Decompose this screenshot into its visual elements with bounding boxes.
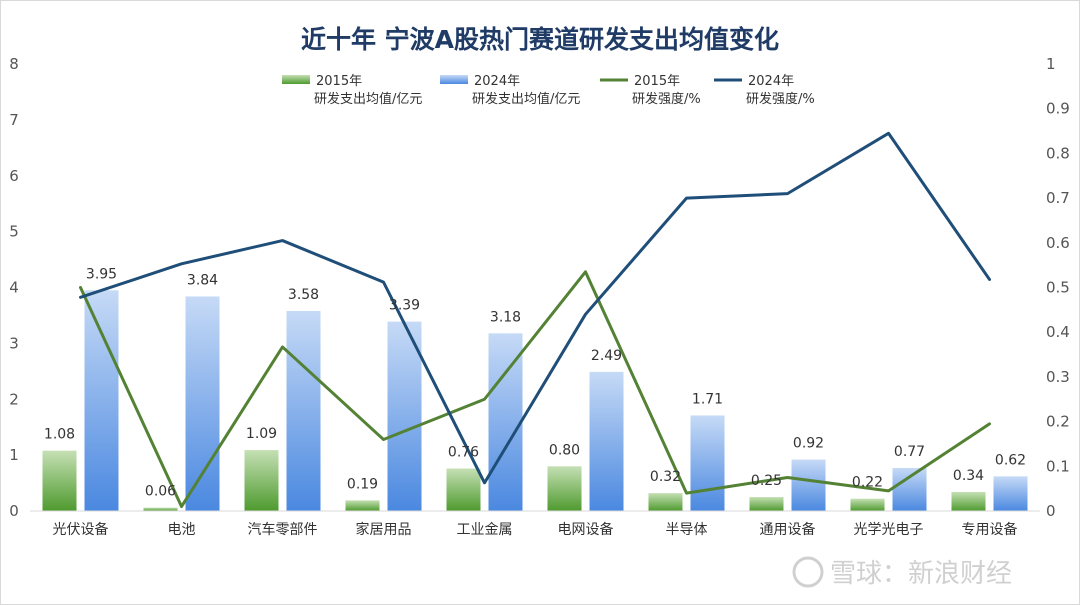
bar-series1-1[interactable]	[143, 507, 178, 511]
left-axis-tick-2: 2	[9, 390, 19, 408]
lines-layer	[79, 131, 991, 509]
bar-series1-5[interactable]	[547, 466, 582, 511]
category-label-0: 光伏设备	[53, 521, 109, 538]
bar-series2-0[interactable]	[84, 290, 119, 511]
watermark: 雪球：新浪财经	[792, 556, 1012, 589]
right-axis-tick-0: 0	[1046, 502, 1056, 520]
bar-label-series1-0: 1.08	[44, 427, 75, 443]
bar-series2-6[interactable]	[690, 415, 725, 511]
bar-label-series2-2: 3.58	[288, 287, 319, 303]
left-axis-tick-1: 1	[9, 446, 19, 464]
right-axis: 0 0.1 0.2 0.3 0.4 0.5 0.6 0.7 0.8 0.9 1	[1046, 55, 1070, 520]
line-series1[interactable]	[79, 270, 991, 509]
bar-label-series1-9: 0.34	[953, 468, 984, 484]
left-axis: 0 1 2 3 4 5 6 7 8	[9, 55, 19, 520]
left-axis-tick-8: 8	[9, 55, 19, 73]
right-axis-tick-1: 0.1	[1046, 457, 1070, 475]
category-label-9: 专用设备	[962, 521, 1018, 538]
bar-series2-9[interactable]	[993, 476, 1028, 511]
bar-label-series2-4: 3.18	[490, 309, 521, 325]
bar-labels-layer: 1.08 0.06 1.09 0.19 0.76 0.80 0.32 0.25 0.22 0.34…	[44, 266, 1026, 499]
right-axis-tick-8: 0.8	[1046, 144, 1070, 162]
bar-label-series1-8: 0.22	[852, 475, 883, 491]
bar-label-series1-1: 0.06	[145, 484, 176, 500]
bar-label-series1-7: 0.25	[751, 473, 782, 489]
left-axis-tick-3: 3	[9, 334, 19, 352]
bar-label-series2-6: 1.71	[692, 391, 723, 407]
bar-label-series2-0: 3.95	[86, 266, 117, 282]
bar-label-series2-7: 0.92	[793, 436, 824, 452]
right-axis-tick-2: 0.2	[1046, 413, 1070, 431]
bar-series1-8[interactable]	[850, 498, 885, 511]
bar-label-series1-4: 0.76	[448, 445, 479, 461]
bar-series2-1[interactable]	[185, 296, 220, 511]
right-axis-tick-5: 0.5	[1046, 279, 1070, 297]
legend-label-2-line2: 研发强度/%	[632, 91, 701, 107]
bar-label-series2-5: 2.49	[591, 348, 622, 364]
bar-label-series2-1: 3.84	[187, 272, 218, 288]
category-label-7: 通用设备	[760, 521, 816, 538]
bar-series1-9[interactable]	[951, 492, 986, 511]
bar-series1-2[interactable]	[244, 450, 279, 511]
legend-label-3-line1: 2024年	[748, 74, 794, 89]
right-axis-tick-10: 1	[1046, 55, 1056, 73]
bar-series2-7[interactable]	[791, 459, 826, 511]
right-axis-tick-6: 0.6	[1046, 234, 1070, 252]
legend-swatch-1	[440, 75, 468, 84]
left-axis-tick-4: 4	[9, 279, 19, 297]
bar-label-series2-3: 3.39	[389, 298, 420, 314]
bar-label-series1-2: 1.09	[246, 426, 277, 442]
bar-label-series2-8: 0.77	[894, 444, 925, 460]
category-label-5: 电网设备	[558, 521, 614, 538]
bar-series2-8[interactable]	[892, 467, 927, 511]
right-axis-tick-3: 0.3	[1046, 368, 1070, 386]
bar-series1-6[interactable]	[648, 493, 683, 511]
legend-label-0-line2: 研发支出均值/亿元	[314, 91, 422, 107]
bar-series1-7[interactable]	[749, 497, 784, 511]
line-series2[interactable]	[79, 131, 991, 485]
right-axis-tick-7: 0.7	[1046, 189, 1070, 207]
category-label-6: 半导体	[666, 522, 708, 538]
left-axis-tick-5: 5	[9, 223, 19, 241]
bar-label-series1-5: 0.80	[549, 442, 580, 458]
bar-series2-2[interactable]	[286, 310, 321, 511]
watermark-text: 雪球：新浪财经	[830, 559, 1012, 589]
chart-title: 近十年 宁波A股热门赛道研发支出均值变化	[301, 25, 779, 54]
legend-swatch-0	[282, 75, 310, 84]
category-label-2: 汽车零部件	[248, 521, 318, 538]
category-label-1: 电池	[168, 522, 196, 538]
legend-label-3-line2: 研发强度/%	[746, 91, 815, 107]
watermark-logo-icon	[792, 556, 824, 588]
legend-label-1-line1: 2024年	[474, 74, 520, 89]
bar-series1-4[interactable]	[446, 468, 481, 511]
left-axis-tick-0: 0	[9, 502, 19, 520]
bar-series2-4[interactable]	[488, 333, 523, 511]
right-axis-tick-4: 0.4	[1046, 323, 1070, 341]
bar-series2-5[interactable]	[589, 371, 624, 511]
left-axis-tick-6: 6	[9, 167, 19, 185]
legend-label-0-line1: 2015年	[316, 74, 362, 89]
category-label-4: 工业金属	[457, 522, 513, 538]
category-label-3: 家居用品	[356, 521, 412, 538]
bar-label-series2-9: 0.62	[995, 452, 1026, 468]
bar-label-series1-6: 0.32	[650, 469, 681, 485]
bar-series1-0[interactable]	[42, 450, 77, 511]
bar-series1-3[interactable]	[345, 500, 380, 511]
bar-series2-3[interactable]	[387, 321, 422, 511]
right-axis-tick-9: 0.9	[1046, 100, 1070, 118]
left-axis-tick-7: 7	[9, 111, 19, 129]
category-label-8: 光学光电子	[854, 522, 924, 538]
legend-label-1-line2: 研发支出均值/亿元	[472, 91, 580, 107]
bar-label-series1-3: 0.19	[347, 476, 378, 492]
category-labels: 光伏设备 电池 汽车零部件 家居用品 工业金属 电网设备 半导体 通用设备 光学光电子 专用设备	[53, 521, 1018, 538]
legend-label-2-line1: 2015年	[634, 74, 680, 89]
